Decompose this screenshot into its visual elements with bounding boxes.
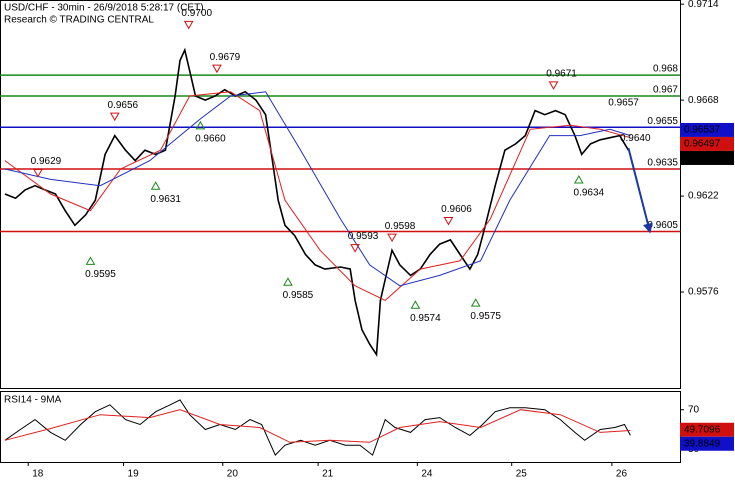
resistance-marker — [33, 168, 43, 178]
y-tick-label: 0.9622 — [688, 191, 719, 202]
resistance-marker — [350, 244, 360, 253]
price-box — [680, 136, 734, 151]
annotation-label: 0.9595 — [85, 269, 116, 280]
annotation-label: 0.9574 — [410, 313, 441, 324]
annotation-label: 0.9631 — [150, 194, 181, 205]
x-tick-label: 18 — [32, 469, 44, 480]
price-box — [680, 422, 734, 437]
x-tick-label: 21 — [322, 469, 334, 480]
resistance-marker — [548, 81, 559, 90]
price-box-label: 49.7096 — [684, 424, 721, 435]
x-tick-label: 24 — [421, 469, 433, 480]
annotation-label: 0.9660 — [195, 133, 226, 144]
annotation-label: 0.9700 — [181, 8, 212, 19]
annotation-label: 0.9629 — [31, 156, 62, 167]
price-box-label: 0.96537 — [684, 125, 721, 136]
annotation-label: 0.9671 — [546, 69, 577, 80]
level-label: 0.968 — [653, 64, 678, 75]
price-box-label: 0.96426 — [684, 153, 721, 164]
support-marker — [470, 298, 481, 307]
annotation-label: 0.9585 — [283, 290, 314, 301]
support-marker — [85, 256, 96, 265]
series-line — [4, 47, 630, 358]
price-box — [680, 436, 734, 451]
level-label: 0.9655 — [647, 116, 678, 127]
y-tick-label: 70 — [688, 404, 700, 415]
price-box-label: 39.8849 — [684, 438, 721, 449]
x-tick-label: 20 — [227, 469, 239, 480]
y-tick-label: 0.9668 — [688, 95, 719, 106]
resistance-marker — [387, 233, 397, 243]
price-box — [680, 122, 734, 137]
price-box-label: 0.96497 — [684, 139, 721, 150]
annotation-label: 0.9634 — [574, 188, 605, 199]
series-line — [4, 91, 631, 287]
main-panel — [0, 0, 681, 389]
support-marker — [573, 175, 584, 184]
resistance-marker — [212, 64, 222, 74]
annotation-label: 0.9679 — [210, 52, 241, 63]
chart-subtitle: Research © TRADING CENTRAL — [4, 15, 154, 26]
support-marker — [195, 120, 206, 130]
chart-title: USD/CHF - 30min - 26/9/2018 5:28:17 (CET… — [4, 3, 204, 14]
y-tick-label: 0.9714 — [688, 0, 719, 10]
forecast-arrow — [627, 147, 653, 234]
support-marker — [410, 300, 421, 309]
series-line — [4, 399, 631, 456]
level-label: 0.9635 — [647, 158, 678, 169]
price-box — [680, 150, 734, 165]
resistance-marker — [109, 112, 120, 122]
level-label: 0.967 — [653, 85, 678, 96]
annotation-label: 0.9640 — [620, 133, 651, 144]
y-tick-label: 0.9576 — [688, 287, 719, 298]
resistance-marker — [443, 216, 454, 226]
series-line — [4, 91, 631, 301]
support-marker — [283, 277, 293, 286]
annotation-label: 0.9593 — [348, 231, 379, 242]
annotation-label: 0.9657 — [608, 98, 639, 109]
annotation-label: 0.9656 — [107, 100, 138, 111]
series-line — [4, 409, 631, 443]
annotation-label: 0.9575 — [470, 311, 501, 322]
x-tick-label: 25 — [516, 469, 528, 480]
support-marker — [150, 181, 161, 190]
annotation-label: 0.9598 — [385, 221, 416, 232]
x-tick-label: 26 — [616, 469, 628, 480]
x-tick-label: 19 — [128, 469, 140, 480]
annotation-label: 0.9606 — [441, 204, 472, 215]
rsi-title: RSI14 - 9MA — [4, 395, 62, 406]
rsi-panel — [0, 391, 681, 463]
resistance-marker — [183, 20, 194, 30]
level-label: 0.9605 — [647, 220, 678, 231]
